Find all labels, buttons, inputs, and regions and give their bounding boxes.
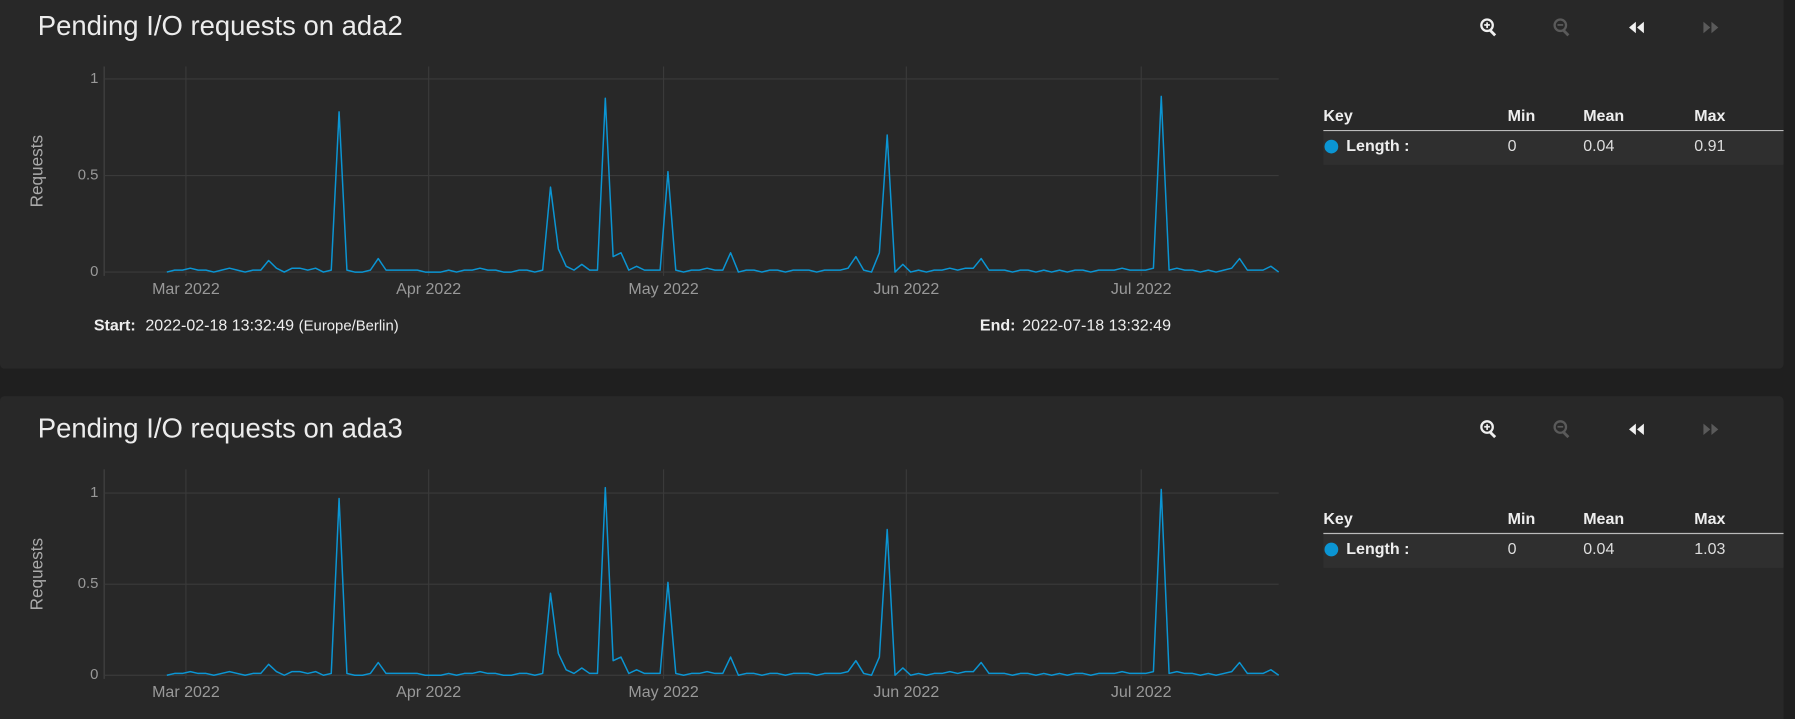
legend-header: Key bbox=[1323, 510, 1352, 528]
x-tick-label: Jun 2022 bbox=[873, 280, 939, 298]
legend-stat: 0.91 bbox=[1694, 137, 1725, 155]
zoom-out-button[interactable] bbox=[1553, 18, 1570, 37]
legend-header: Max bbox=[1694, 510, 1725, 528]
forward-button[interactable] bbox=[1703, 21, 1719, 34]
y-tick-label: 1 bbox=[90, 485, 98, 501]
x-tick-label: Mar 2022 bbox=[152, 280, 220, 298]
zoom-in-button[interactable] bbox=[1480, 18, 1497, 37]
timezone: (Europe/Berlin) bbox=[299, 318, 399, 334]
legend-header: Mean bbox=[1583, 107, 1624, 125]
zoom-out-button[interactable] bbox=[1553, 420, 1570, 439]
series-line bbox=[166, 486, 1280, 676]
forward-button[interactable] bbox=[1703, 423, 1719, 436]
card bbox=[0, 396, 1784, 719]
chart-title: Pending I/O requests on ada3 bbox=[38, 413, 403, 444]
legend-header: Min bbox=[1508, 510, 1536, 528]
toolbar bbox=[1480, 18, 1719, 439]
y-tick-label: 0 bbox=[90, 667, 98, 683]
end-label: End: bbox=[980, 317, 1016, 335]
legend-stat: 0 bbox=[1508, 540, 1517, 558]
x-tick-label: Jul 2022 bbox=[1111, 683, 1172, 701]
back-button[interactable] bbox=[1629, 21, 1644, 34]
start-value: 2022-02-18 13:32:49 (Europe/Berlin) bbox=[145, 317, 398, 335]
legend-row bbox=[1323, 131, 1784, 165]
x-tick-label: Apr 2022 bbox=[396, 683, 461, 701]
x-tick-label: Jul 2022 bbox=[1111, 280, 1172, 298]
y-axis-label: Requests bbox=[26, 135, 46, 207]
end-value: 2022-07-18 13:32:49 bbox=[1022, 317, 1171, 335]
back-button[interactable] bbox=[1629, 423, 1644, 436]
card bbox=[0, 0, 1784, 369]
x-tick-label: May 2022 bbox=[628, 683, 698, 701]
series-line bbox=[166, 95, 1280, 273]
x-tick-label: Apr 2022 bbox=[396, 280, 461, 298]
x-tick-label: Jun 2022 bbox=[873, 683, 939, 701]
legend-stat: 1.03 bbox=[1694, 540, 1725, 558]
y-axis-label: Requests bbox=[26, 538, 46, 610]
legend-stat: 0.04 bbox=[1583, 540, 1614, 558]
legend-header: Mean bbox=[1583, 510, 1624, 528]
y-tick-label: 0.5 bbox=[78, 576, 99, 592]
y-tick-label: 1 bbox=[90, 71, 98, 87]
legend-key: Length : bbox=[1346, 137, 1409, 155]
legend-header: Min bbox=[1508, 107, 1536, 125]
legend-header: Key bbox=[1323, 107, 1352, 125]
legend-row bbox=[1323, 534, 1784, 568]
x-tick-label: Mar 2022 bbox=[152, 683, 220, 701]
y-tick-label: 0.5 bbox=[78, 167, 99, 183]
legend-stat: 0.04 bbox=[1583, 137, 1614, 155]
legend-swatch bbox=[1324, 139, 1339, 154]
legend-swatch bbox=[1324, 542, 1339, 557]
legend-stat: 0 bbox=[1508, 137, 1517, 155]
legend-key: Length : bbox=[1346, 540, 1409, 558]
y-tick-label: 0 bbox=[90, 264, 98, 280]
start-time: 2022-02-18 13:32:49 bbox=[145, 317, 294, 335]
start-label: Start: bbox=[94, 317, 136, 335]
chart-title: Pending I/O requests on ada2 bbox=[38, 10, 403, 41]
zoom-in-button[interactable] bbox=[1480, 420, 1497, 439]
legend-header: Max bbox=[1694, 107, 1725, 125]
x-tick-label: May 2022 bbox=[628, 280, 698, 298]
